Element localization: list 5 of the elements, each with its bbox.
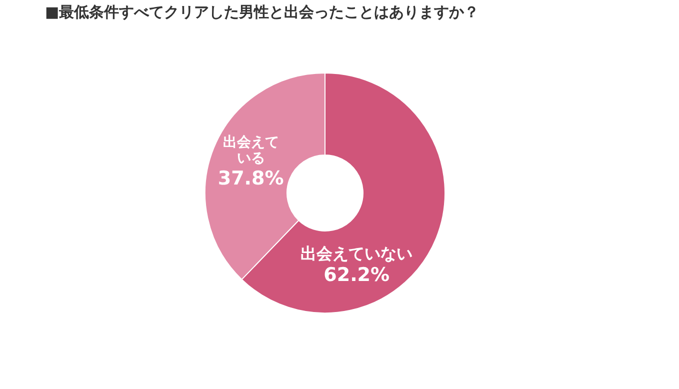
data-label: 62.2% [324,264,390,286]
slice-label: 出会えている [222,134,279,167]
chart-title: ■最低条件すべてクリアした男性と出会ったことはありますか？ [45,3,480,21]
data-label: 37.8% [218,168,284,190]
slice-label: 出会えていない [300,244,413,263]
